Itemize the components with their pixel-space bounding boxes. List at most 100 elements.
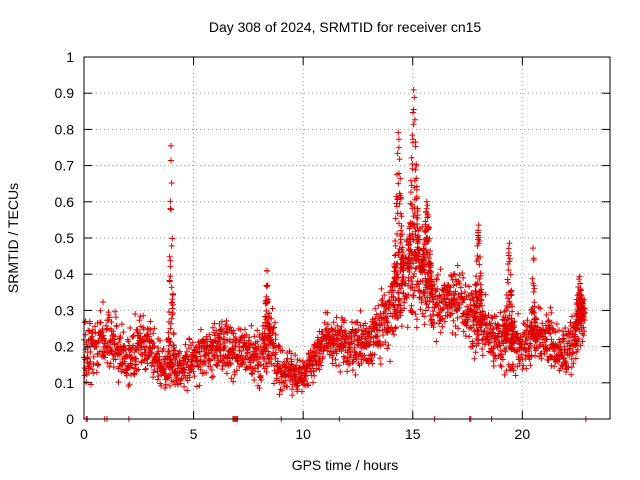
data-point [351,348,358,355]
data-point [477,270,484,277]
data-point [449,330,456,337]
data-point [507,271,514,278]
data-point [472,310,479,317]
data-point [113,323,120,330]
data-point [567,319,574,326]
data-point [505,304,512,311]
data-point [393,230,400,237]
data-point [193,383,200,390]
data-point [538,327,545,334]
data-point [415,256,422,263]
data-point [408,248,415,255]
data-point [406,231,413,238]
data-point [411,221,418,228]
data-point [377,360,384,367]
data-point [344,368,351,375]
data-point [295,369,302,376]
data-point [506,258,513,265]
data-point [122,360,129,367]
data-point [227,324,234,331]
data-point [335,362,342,369]
data-point [191,373,198,380]
data-point [459,270,466,277]
data-point [530,282,537,289]
y-tick-label: 0 [66,411,74,427]
data-point [407,189,414,196]
data-point [509,303,516,310]
data-point [455,325,462,332]
data-point [415,252,422,259]
data-point [151,366,158,373]
data-point [347,330,354,337]
data-point [462,281,469,288]
data-point [148,349,155,356]
data-point [513,348,520,355]
data-point [319,331,326,338]
data-point [271,362,278,369]
data-point [457,284,464,291]
data-point [238,348,245,355]
data-point [318,362,325,369]
data-point [501,308,508,315]
data-point [556,339,563,346]
data-point [256,373,263,380]
data-point [145,353,152,360]
data-point [374,333,381,340]
data-point [413,316,420,323]
data-point [181,369,188,376]
data-point [437,293,444,300]
data-point [413,161,420,168]
data-point [258,377,265,384]
x-tick-label: 5 [190,426,198,442]
data-point [520,362,527,369]
data-point [414,205,421,212]
data-point [548,336,555,343]
data-point [429,279,436,286]
data-point [378,285,385,292]
data-point [135,340,142,347]
data-point [390,331,397,338]
data-point [332,356,339,363]
data-point [372,315,379,322]
data-point [309,361,316,368]
data-point [439,323,446,330]
data-point [420,245,427,252]
data-point [503,331,510,338]
data-point [264,267,271,274]
data-point [470,297,477,304]
data-point [510,340,517,347]
data-point [577,280,584,287]
data-point [410,86,417,93]
data-point [390,301,397,308]
data-point [490,343,497,350]
data-point [477,253,484,260]
data-point [436,292,443,299]
data-point [324,309,331,316]
data-point [375,302,382,309]
data-point [180,366,187,373]
data-point [393,269,400,276]
data-point [399,279,406,286]
data-point [162,385,169,392]
data-point [289,392,296,399]
data-point [277,386,284,393]
data-point [376,355,383,362]
data-point [319,353,326,360]
data-point [274,358,281,365]
data-point [408,256,415,263]
data-point [312,352,319,359]
data-point [508,315,515,322]
data-point [385,298,392,305]
data-point [450,282,457,289]
data-point [574,346,581,353]
data-point [397,194,404,201]
data-point [421,313,428,320]
data-point [207,363,214,370]
data-point [425,213,432,220]
data-point [251,365,258,372]
data-point [349,367,356,374]
data-point [186,335,193,342]
data-point [156,337,163,344]
data-point [223,317,230,324]
data-point [475,234,482,241]
